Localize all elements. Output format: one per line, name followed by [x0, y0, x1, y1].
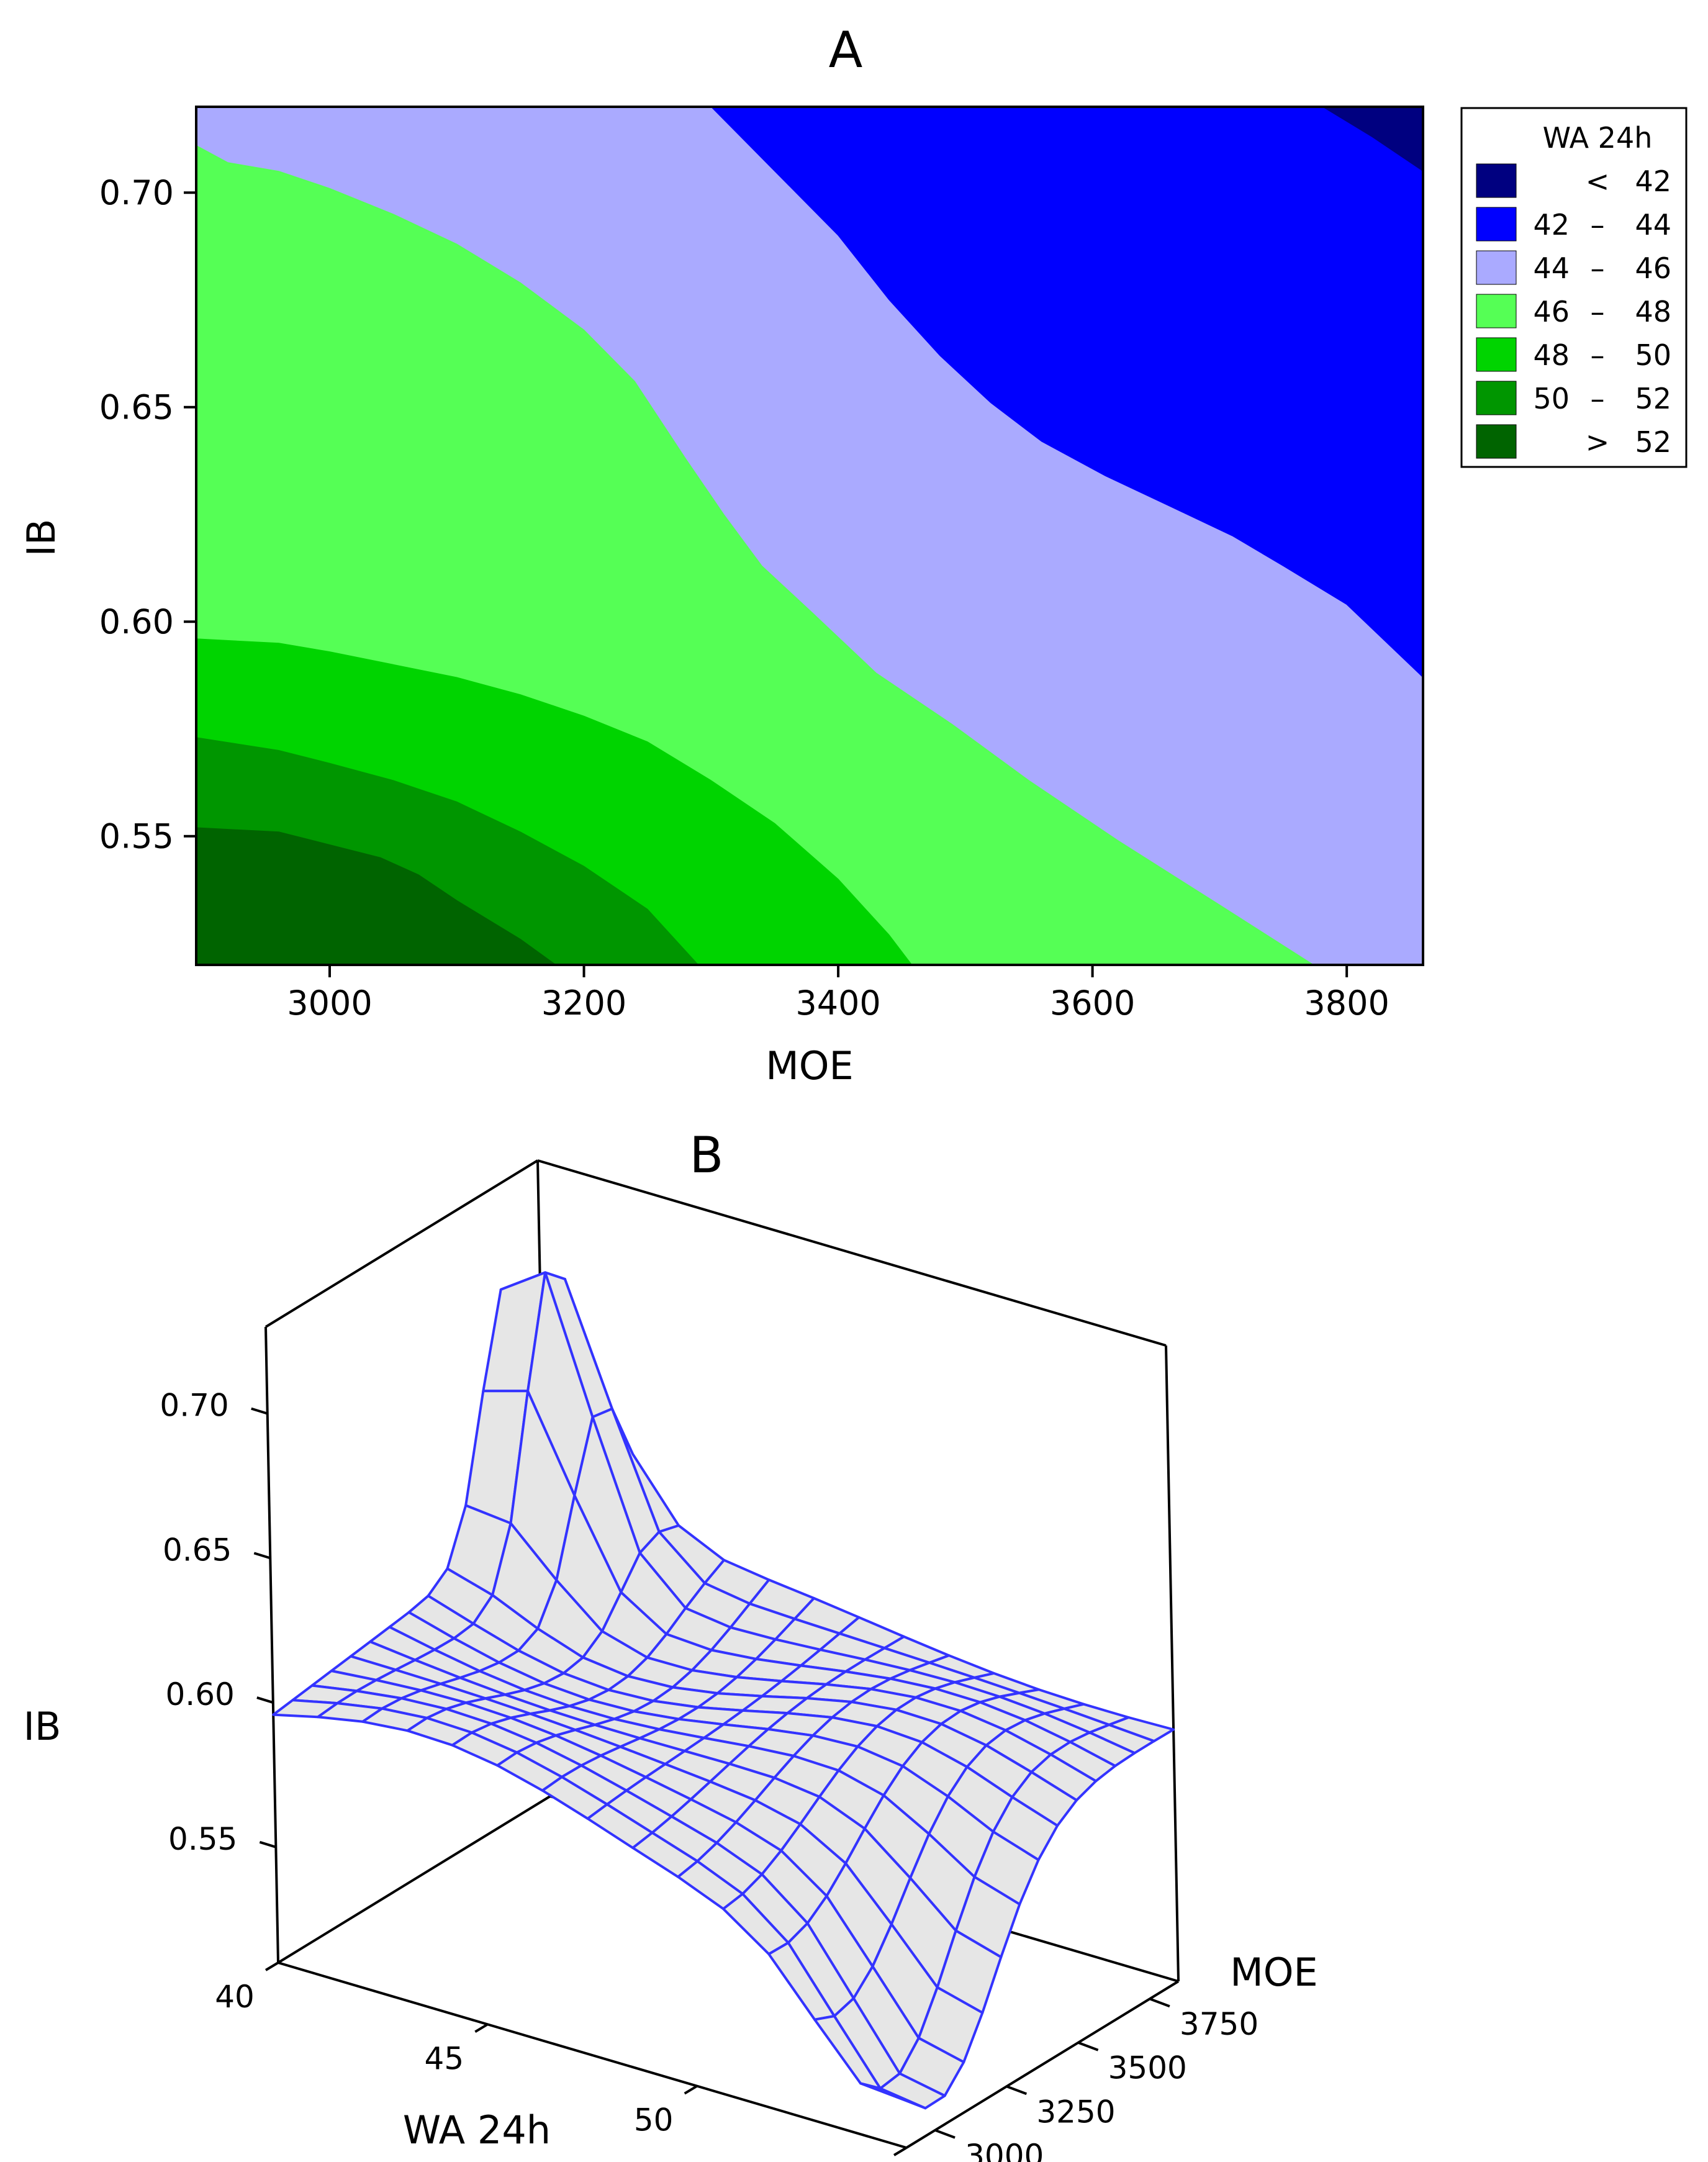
panel-b-surface-chart: B 0.550.600.650.704045505530003250350037…	[24, 1126, 1318, 2162]
z-tick-mark	[256, 1696, 274, 1704]
legend-swatch	[1476, 207, 1517, 242]
legend-high: 44	[1635, 208, 1671, 242]
box-edge	[537, 1159, 1167, 1347]
legend-low: 50	[1533, 382, 1570, 415]
x-tick-mark	[684, 2084, 698, 2095]
legend-entry: 48–50	[1476, 337, 1671, 372]
x-tick-label: 50	[634, 2102, 674, 2138]
x-tick-mark	[893, 2146, 908, 2156]
surface-cell	[859, 2082, 927, 2110]
z-tick-label: 0.55	[168, 1821, 237, 1857]
y-tick-label: 3750	[1180, 2006, 1258, 2042]
legend-high: 52	[1635, 425, 1671, 459]
legend-sep: –	[1591, 251, 1605, 285]
surface-mesh	[272, 1271, 1175, 2110]
legend-sep: –	[1591, 208, 1605, 242]
box-edge	[1165, 1345, 1180, 1982]
legend-entry: 42–44	[1476, 207, 1671, 242]
box-edge	[264, 1326, 279, 1963]
legend-high: 42	[1635, 165, 1671, 198]
legend-swatch	[1476, 163, 1517, 198]
z-tick-label: 0.65	[163, 1532, 232, 1568]
legend-swatch	[1476, 250, 1517, 285]
region-42-44	[710, 107, 1423, 678]
y-axis-label-a: IB	[19, 519, 64, 557]
x-tick-label: 3800	[1304, 984, 1389, 1023]
legend-entry: 50–52	[1476, 381, 1671, 415]
y-tick-label: 0.70	[99, 173, 174, 212]
y-tick-label: 3250	[1036, 2094, 1115, 2130]
x-axis-label-a: MOE	[766, 1043, 853, 1088]
legend-swatch	[1476, 381, 1517, 415]
legend-low: 46	[1533, 295, 1570, 328]
region-gt-52	[196, 827, 557, 965]
z-tick-label: 0.60	[165, 1676, 234, 1712]
y-tick-label: 0.60	[99, 602, 174, 641]
y-tick-mark	[1006, 2085, 1028, 2096]
panel-a-contour-chart: A 3000 3200 3400 3600 3800 0.550.600.650.70 …	[19, 21, 1688, 1088]
legend-swatch	[1476, 424, 1517, 459]
x-tick-label: 3200	[541, 984, 626, 1023]
z-tick-label: 0.70	[160, 1388, 228, 1424]
z-tick-mark	[253, 1552, 271, 1560]
legend-entry: <42	[1476, 163, 1671, 198]
legend-low: 44	[1533, 251, 1570, 285]
x-axis-ticks-a: 3000 3200 3400 3600 3800	[287, 965, 1389, 1023]
legend-swatch	[1476, 294, 1517, 328]
plot-frame-a	[195, 106, 1424, 966]
x-tick-mark	[264, 1961, 279, 1971]
region-lt-42	[1322, 107, 1423, 172]
legend-sep: <	[1586, 165, 1610, 198]
legend-sep: –	[1591, 295, 1605, 328]
legend-entry: 44–46	[1476, 250, 1671, 285]
y-axis-ticks-a: 0.55 0.60 0.65 0.70	[99, 173, 196, 856]
legend-sep: –	[1591, 338, 1605, 372]
box-edge	[277, 1795, 551, 1964]
legend-title: WA 24h	[1543, 121, 1653, 155]
legend-low: 42	[1533, 208, 1570, 242]
contour-regions	[196, 107, 1423, 965]
legend-sep: –	[1591, 382, 1605, 415]
panel-b-title: B	[690, 1126, 724, 1184]
legend-entry: >52	[1476, 424, 1671, 459]
z-axis-label-b: IB	[24, 1704, 61, 1749]
z-tick-mark	[251, 1407, 268, 1415]
box-edge	[905, 1980, 1180, 2149]
z-tick-mark	[259, 1840, 276, 1848]
axis-ticks-b: 0.550.600.650.70404550553000325035003750	[160, 1388, 1258, 2162]
y-tick-label: 3000	[965, 2138, 1044, 2162]
y-tick-mark	[1149, 1997, 1170, 2008]
y-tick-label: 3500	[1108, 2050, 1187, 2086]
y-tick-mark	[934, 2128, 956, 2139]
x-tick-label: 40	[215, 1979, 255, 2015]
y-tick-label: 0.65	[99, 388, 174, 427]
x-tick-label: 3600	[1050, 984, 1135, 1023]
x-tick-label: 3400	[795, 984, 880, 1023]
legend-low: 48	[1533, 338, 1570, 372]
legend-sep: >	[1586, 425, 1610, 459]
legend-high: 48	[1635, 295, 1671, 328]
box-edge	[278, 1961, 907, 2149]
bounding-box-front	[278, 1961, 1180, 2149]
legend-high: 52	[1635, 382, 1671, 415]
panel-a-title: A	[829, 21, 863, 79]
y-tick-mark	[1077, 2041, 1099, 2051]
legend-high: 46	[1635, 251, 1671, 285]
x-tick-mark	[474, 2023, 489, 2033]
y-axis-label-b: MOE	[1230, 1950, 1317, 1995]
x-tick-label: 3000	[287, 984, 372, 1023]
legend-swatch	[1476, 337, 1517, 372]
legend-entry: 46–48	[1476, 294, 1671, 328]
y-tick-label: 0.55	[99, 817, 174, 856]
legend-high: 50	[1635, 338, 1671, 372]
x-axis-label-b: WA 24h	[403, 2107, 551, 2153]
x-tick-label: 45	[425, 2040, 464, 2076]
box-edge	[264, 1159, 539, 1328]
